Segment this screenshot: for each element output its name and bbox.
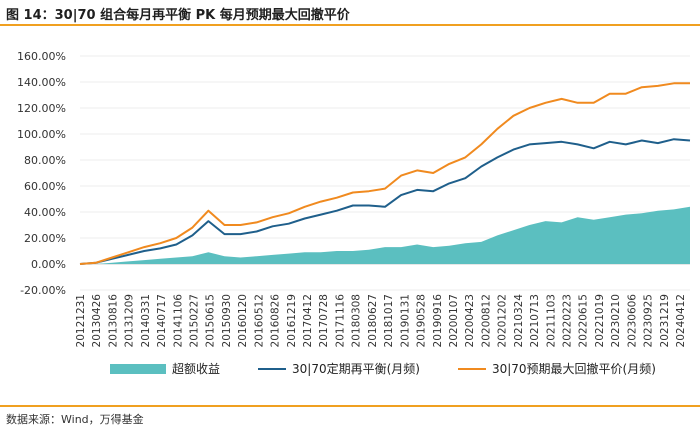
legend-item-fixed: 30|70定期再平衡(月频)	[258, 360, 420, 377]
legend-label-drawdown: 30|70预期最大回撤平价(月频)	[491, 362, 656, 376]
title-rule	[0, 24, 700, 26]
x-tick-label: 20170728	[318, 294, 330, 347]
x-tick-label: 20141106	[172, 294, 184, 348]
x-tick-label: 20230925	[643, 294, 655, 347]
footer-rule	[0, 405, 700, 407]
y-tick-label: 0.00%	[31, 258, 66, 271]
x-tick-label: 20200423	[464, 294, 476, 347]
x-tick-label: 20160512	[253, 294, 265, 347]
figure-title: 图 14：30|70 组合每月再平衡 PK 每月预期最大回撤平价	[6, 8, 350, 23]
x-tick-label: 20220223	[561, 294, 573, 347]
x-tick-label: 20140717	[156, 294, 168, 347]
legend-item-drawdown: 30|70预期最大回撤平价(月频)	[457, 360, 656, 377]
x-tick-label: 20200812	[480, 294, 492, 347]
x-tick-label: 20131209	[124, 294, 136, 347]
x-tick-label: 20180627	[367, 294, 379, 347]
legend-swatch-excess	[110, 363, 166, 374]
x-tick-label: 20130816	[107, 294, 119, 348]
source-note: 数据来源：Wind，万得基金	[6, 413, 144, 426]
series-line-drawdown	[79, 82, 690, 265]
y-axis-labels: 160.00% 140.00% 120.00% 100.00% 80.00% 60.00%…	[17, 50, 66, 297]
y-tick-label: -20.00%	[20, 284, 66, 297]
y-tick-label: 120.00%	[17, 102, 66, 115]
x-tick-label: 20240412	[675, 294, 687, 347]
legend-label-excess: 超额收益	[172, 362, 221, 376]
x-tick-label: 20210324	[513, 294, 525, 348]
x-tick-label: 20171116	[334, 294, 346, 348]
x-tick-label: 20230606	[626, 294, 638, 348]
x-tick-label: 20190131	[399, 294, 411, 347]
x-tick-label: 20190916	[432, 294, 444, 348]
x-tick-label: 20190528	[416, 294, 428, 347]
x-tick-label: 20221019	[594, 294, 606, 347]
x-tick-label: 20230210	[610, 294, 622, 347]
x-tick-label: 20180308	[351, 294, 363, 347]
x-tick-label: 20201202	[497, 294, 509, 347]
x-tick-label: 20181017	[383, 294, 395, 347]
x-tick-label: 20211103	[545, 294, 557, 347]
chart: 160.00% 140.00% 120.00% 100.00% 80.00% 60.00%…	[17, 50, 691, 348]
x-tick-label: 20140331	[140, 294, 152, 347]
legend-item-excess: 超额收益	[110, 360, 220, 377]
legend-swatch-fixed	[258, 367, 287, 370]
y-tick-label: 100.00%	[17, 128, 66, 141]
x-tick-label: 20150227	[189, 294, 201, 347]
x-tick-label: 20160120	[237, 294, 249, 347]
y-tick-label: 60.00%	[24, 180, 66, 193]
x-tick-label: 20161219	[286, 294, 298, 347]
x-tick-label: 20210713	[529, 294, 541, 347]
x-tick-label: 20150615	[205, 294, 217, 347]
x-tick-label: 20150930	[221, 294, 233, 347]
plot-area	[79, 82, 691, 265]
x-tick-label: 20170412	[302, 294, 314, 347]
legend-label-fixed: 30|70定期再平衡(月频)	[292, 362, 420, 376]
y-tick-label: 40.00%	[24, 206, 66, 219]
x-axis-labels: 20121231 20130426 20130816 20131209 20140331…	[75, 294, 687, 348]
x-tick-label: 20130426	[91, 294, 103, 348]
legend-swatch-drawdown	[457, 367, 486, 370]
x-tick-label: 20160826	[270, 294, 282, 348]
series-line-fixed	[79, 138, 691, 265]
legend: 超额收益 30|70定期再平衡(月频) 30|70预期最大回撤平价(月频)	[110, 360, 656, 377]
y-tick-label: 80.00%	[24, 154, 66, 167]
x-tick-label: 20200107	[448, 294, 460, 347]
x-tick-label: 20220615	[578, 294, 590, 347]
y-tick-label: 160.00%	[17, 50, 66, 63]
y-tick-label: 140.00%	[17, 76, 66, 89]
x-tick-label: 20231219	[659, 294, 671, 347]
x-tick-label: 20121231	[75, 294, 87, 347]
series-area-excess	[80, 206, 690, 264]
y-tick-label: 20.00%	[24, 232, 66, 245]
